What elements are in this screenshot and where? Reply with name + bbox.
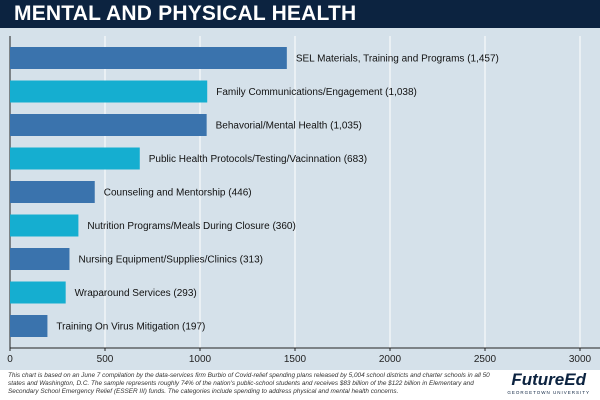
chart-title: MENTAL AND PHYSICAL HEALTH <box>14 2 357 25</box>
x-tick-label: 1500 <box>284 354 307 365</box>
x-tick-label: 2000 <box>379 354 402 365</box>
bar-label: Wraparound Services (293) <box>75 288 197 299</box>
bar-label: Family Communications/Engagement (1,038) <box>216 87 417 98</box>
bar <box>10 147 140 170</box>
x-tick-label: 0 <box>7 354 13 365</box>
footer <box>0 370 600 400</box>
x-tick-label: 1000 <box>189 354 212 365</box>
bar <box>10 315 48 337</box>
futureed-logo: FutureEd GEORGETOWN UNIVERSITY <box>507 371 590 396</box>
bar-label: Public Health Protocols/Testing/Vacinnat… <box>149 154 367 165</box>
bar <box>10 181 95 203</box>
logo-text: FutureEd <box>511 370 586 389</box>
bar <box>10 214 79 237</box>
bar-label: Nutrition Programs/Meals During Closure … <box>87 221 295 232</box>
footnote: This chart is based on an June 7 compila… <box>8 372 490 396</box>
bar-label: Training On Virus Mitigation (197) <box>56 322 205 333</box>
logo-subtext: GEORGETOWN UNIVERSITY <box>507 390 590 395</box>
bar <box>10 248 70 270</box>
bar <box>10 114 207 136</box>
bar-label: Behavorial/Mental Health (1,035) <box>216 121 362 132</box>
x-tick-label: 500 <box>97 354 114 365</box>
bar-chart: 0 500 1000 1500 2000 2500 3000 SEL Materials, T… <box>7 36 600 365</box>
bar-label: Counseling and Mentorship (446) <box>104 188 252 199</box>
bar <box>10 80 208 103</box>
bar <box>10 47 287 69</box>
bar-label: SEL Materials, Training and Programs (1,… <box>296 54 499 65</box>
header-bar: MENTAL AND PHYSICAL HEALTH <box>0 0 600 28</box>
x-tick-label: 3000 <box>569 354 592 365</box>
x-tick-label: 2500 <box>474 354 497 365</box>
bar <box>10 281 66 304</box>
bar-label: Nursing Equipment/Supplies/Clinics (313) <box>78 255 263 266</box>
